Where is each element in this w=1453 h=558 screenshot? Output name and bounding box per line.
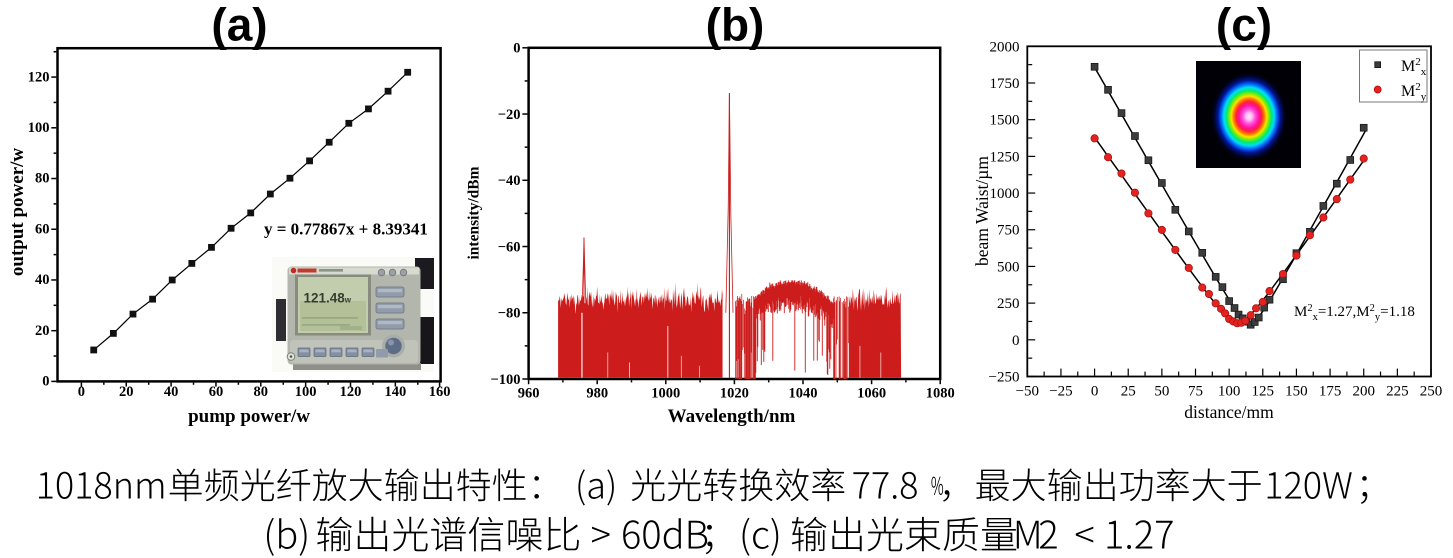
svg-text:1080: 1080 xyxy=(926,386,955,402)
svg-text:(a): (a) xyxy=(211,0,267,51)
svg-text:200: 200 xyxy=(1352,384,1375,400)
svg-text:−40: −40 xyxy=(498,173,521,189)
svg-text:−80: −80 xyxy=(498,306,521,322)
svg-text:−100: −100 xyxy=(490,372,520,388)
svg-text:140: 140 xyxy=(384,384,406,400)
svg-text:y = 0.77867x + 8.39341: y = 0.77867x + 8.39341 xyxy=(264,220,428,239)
svg-text:80: 80 xyxy=(35,171,50,187)
svg-text:−25: −25 xyxy=(1049,384,1072,400)
svg-text:750: 750 xyxy=(997,223,1020,239)
svg-text:0: 0 xyxy=(1091,384,1099,400)
svg-text:pump power/w: pump power/w xyxy=(188,406,310,427)
svg-text:(b): (b) xyxy=(706,0,765,51)
svg-text:0: 0 xyxy=(42,374,49,390)
svg-text:40: 40 xyxy=(35,272,50,288)
svg-text:960: 960 xyxy=(518,386,540,402)
svg-text:120: 120 xyxy=(28,69,50,85)
svg-text:1000: 1000 xyxy=(990,186,1020,202)
svg-text:2000: 2000 xyxy=(990,39,1020,55)
svg-text:Wavelength/nm: Wavelength/nm xyxy=(668,406,796,427)
svg-text:M2x: M2x xyxy=(1401,56,1427,78)
svg-text:75: 75 xyxy=(1188,384,1203,400)
svg-text:100: 100 xyxy=(28,120,50,136)
svg-text:−250: −250 xyxy=(989,370,1020,386)
svg-text:60: 60 xyxy=(35,221,50,237)
svg-text:125: 125 xyxy=(1252,384,1275,400)
svg-text:1060: 1060 xyxy=(857,386,886,402)
svg-text:−60: −60 xyxy=(498,239,521,255)
svg-text:0: 0 xyxy=(78,384,85,400)
svg-text:980: 980 xyxy=(586,386,608,402)
svg-text:(c): (c) xyxy=(1216,0,1272,51)
svg-text:M2y: M2y xyxy=(1401,81,1427,103)
svg-text:20: 20 xyxy=(119,384,134,400)
svg-text:1500: 1500 xyxy=(990,113,1020,129)
svg-text:1750: 1750 xyxy=(990,76,1020,92)
svg-text:121.48w: 121.48w xyxy=(304,291,352,306)
svg-text:250: 250 xyxy=(1420,384,1443,400)
svg-text:beam Waist/µm: beam Waist/µm xyxy=(972,156,992,266)
svg-text:175: 175 xyxy=(1319,384,1342,400)
svg-text:distance/mm: distance/mm xyxy=(1184,402,1274,422)
svg-text:100: 100 xyxy=(295,384,317,400)
svg-text:intensity/dBm: intensity/dBm xyxy=(466,166,483,259)
svg-text:output power/w: output power/w xyxy=(7,148,28,277)
svg-text:60: 60 xyxy=(209,384,224,400)
svg-text:−50: −50 xyxy=(1016,384,1039,400)
svg-text:0: 0 xyxy=(1012,333,1020,349)
svg-text:100: 100 xyxy=(1218,384,1241,400)
svg-text:1000: 1000 xyxy=(651,386,680,402)
svg-text:160: 160 xyxy=(429,384,451,400)
svg-text:20: 20 xyxy=(35,323,50,339)
svg-text:25: 25 xyxy=(1121,384,1136,400)
svg-text:250: 250 xyxy=(997,296,1020,312)
svg-text:1040: 1040 xyxy=(789,386,818,402)
svg-text:−20: −20 xyxy=(498,107,521,123)
svg-text:50: 50 xyxy=(1154,384,1169,400)
svg-text:1250: 1250 xyxy=(990,149,1020,165)
svg-text:1020: 1020 xyxy=(720,386,749,402)
svg-text:40: 40 xyxy=(164,384,179,400)
svg-text:0: 0 xyxy=(513,41,520,57)
svg-text:M2x=1.27,M2y=1.18: M2x=1.27,M2y=1.18 xyxy=(1294,303,1415,323)
svg-text:225: 225 xyxy=(1386,384,1409,400)
svg-text:500: 500 xyxy=(997,259,1020,275)
svg-text:120: 120 xyxy=(340,384,362,400)
svg-text:80: 80 xyxy=(254,384,269,400)
svg-text:150: 150 xyxy=(1285,384,1308,400)
